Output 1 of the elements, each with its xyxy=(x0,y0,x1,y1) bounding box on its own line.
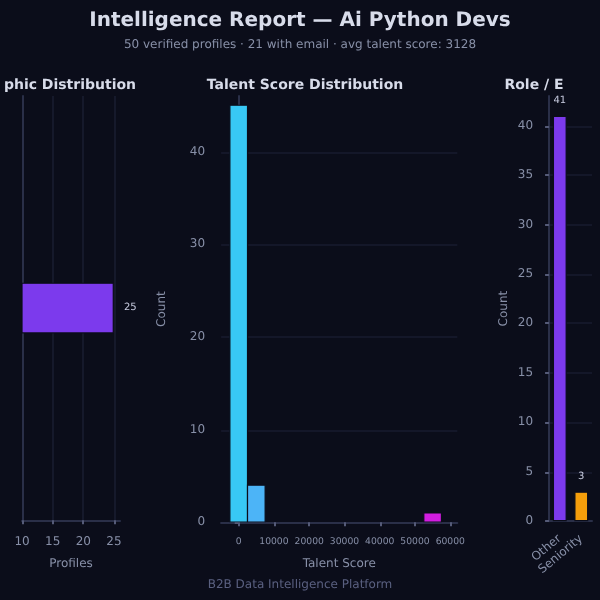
text: Intelligence Report — Ai Python Devs xyxy=(87,10,513,32)
